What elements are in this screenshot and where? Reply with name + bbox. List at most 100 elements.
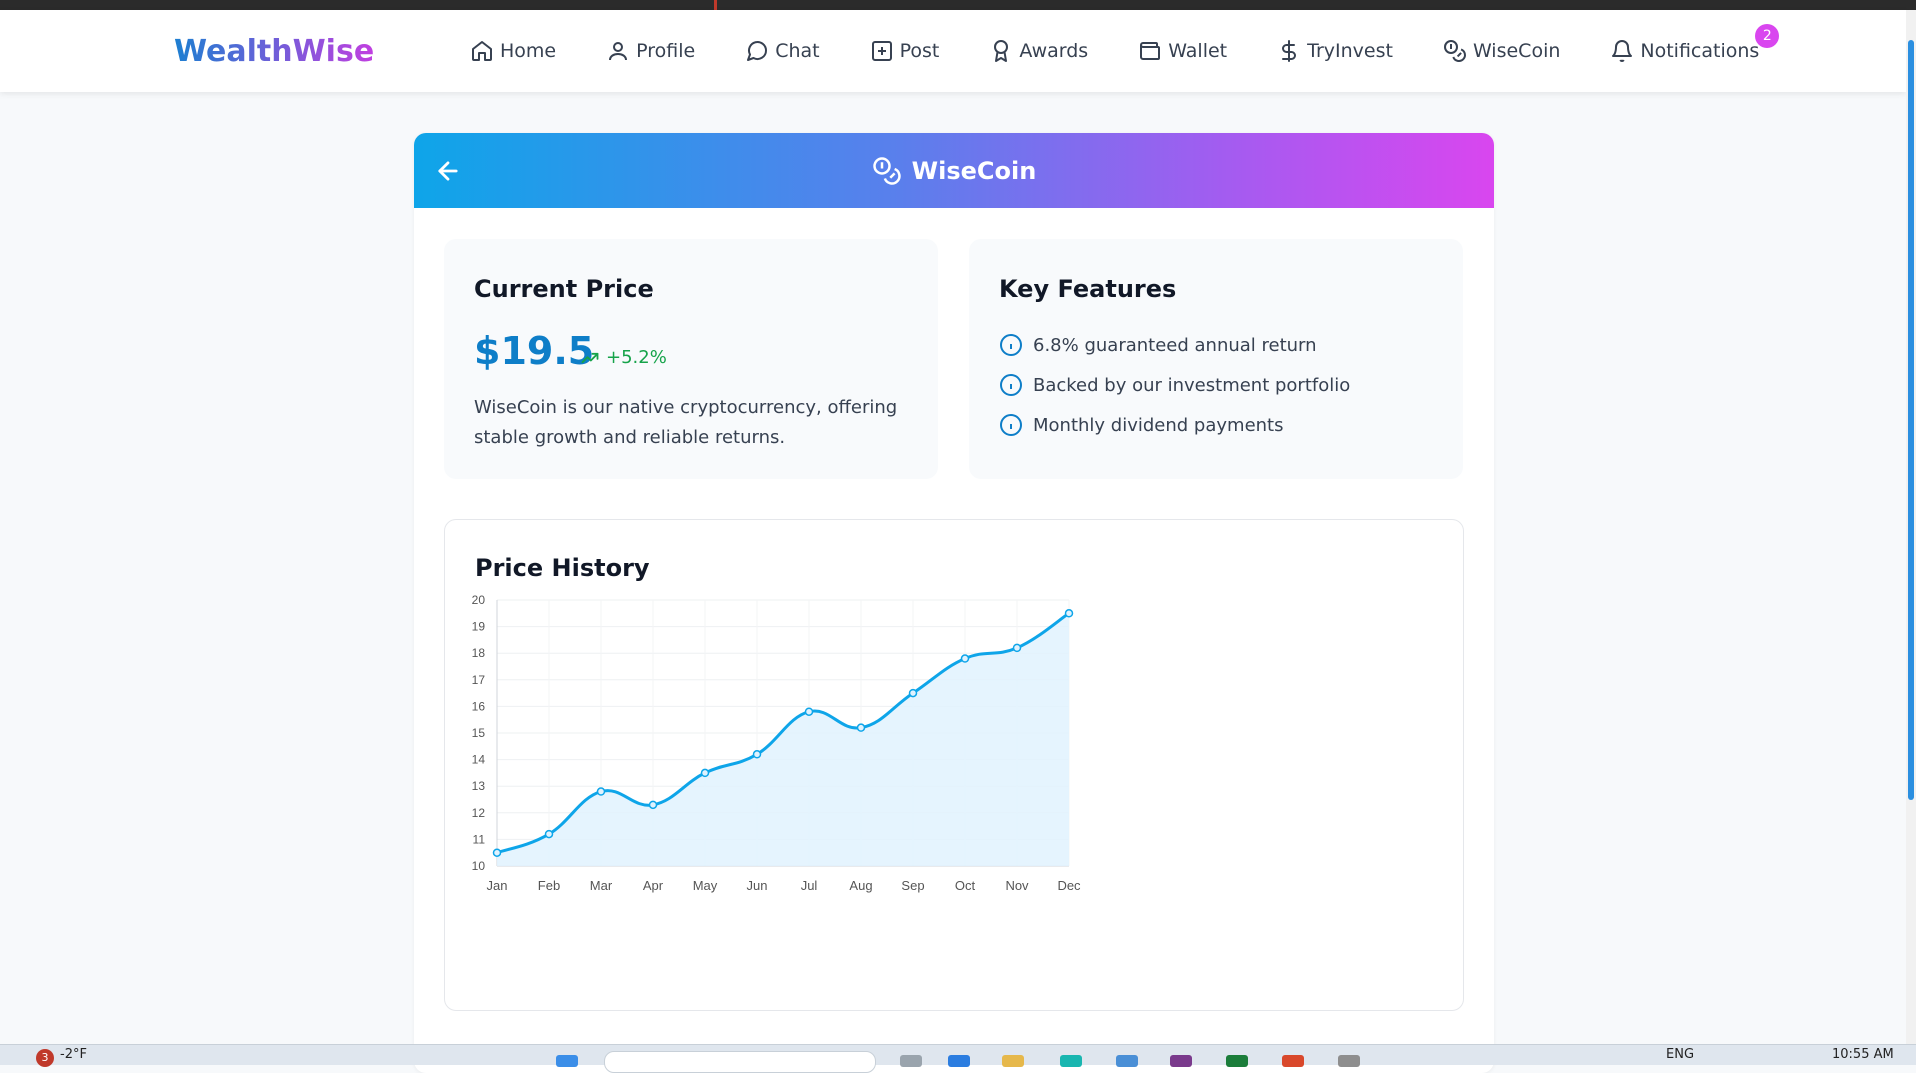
- scrollbar-thumb[interactable]: [1908, 40, 1914, 800]
- y-tick-label: 14: [472, 753, 486, 767]
- excel-icon[interactable]: [1226, 1055, 1248, 1067]
- chat-bubble-icon: [747, 41, 768, 61]
- app-icon[interactable]: [1338, 1055, 1360, 1067]
- feature-text: Backed by our investment portfolio: [1033, 374, 1351, 396]
- nav-chat[interactable]: Chat: [745, 36, 820, 66]
- weather-temperature[interactable]: -2°F: [60, 1047, 87, 1062]
- start-button-icon[interactable]: [556, 1055, 578, 1067]
- chrome-icon[interactable]: [1282, 1055, 1304, 1067]
- price-area-fill: [497, 613, 1069, 866]
- weather-badge[interactable]: 3: [36, 1049, 54, 1067]
- feature-item: 6.8% guaranteed annual return: [999, 325, 1350, 365]
- os-taskbar: 3 -2°F ENG 10:55 AM: [0, 1044, 1916, 1073]
- wisecoin-card: WiseCoin Current Price $19.5 +5.2% WiseC…: [414, 133, 1494, 1073]
- nav-tryinvest-label: TryInvest: [1307, 40, 1393, 62]
- price-data-point: [544, 829, 554, 839]
- taskbar-search[interactable]: [604, 1051, 876, 1073]
- system-clock[interactable]: 10:55 AM: [1832, 1047, 1894, 1062]
- top-navbar: WealthWise Home Profile Chat Post Awards…: [0, 10, 1906, 92]
- nav-profile[interactable]: Profile: [606, 36, 695, 66]
- nav-post[interactable]: Post: [870, 36, 940, 66]
- y-tick-label: 18: [472, 646, 486, 660]
- price-data-point: [1012, 643, 1022, 653]
- price-data-point: [596, 787, 606, 796]
- feature-item: Monthly dividend payments: [999, 405, 1350, 445]
- back-arrow-icon[interactable]: [434, 157, 462, 185]
- wallet-icon: [1140, 42, 1161, 60]
- info-icon: [1000, 334, 1022, 356]
- price-change: +5.2%: [580, 347, 667, 368]
- x-tick-label: Dec: [1057, 878, 1081, 893]
- price-data-point: [960, 654, 970, 663]
- card-header: WiseCoin: [414, 133, 1494, 208]
- nav-items: Home Profile Chat Post Awards Wallet Try…: [470, 24, 1809, 66]
- page-title-text: WiseCoin: [911, 156, 1037, 185]
- price-data-point: [752, 750, 762, 759]
- y-tick-label: 15: [472, 726, 486, 740]
- price-data-point: [908, 688, 918, 698]
- page-title: WiseCoin: [414, 133, 1494, 208]
- nav-notifications[interactable]: Notifications 2: [1610, 24, 1780, 66]
- nav-notifications-label: Notifications: [1640, 40, 1760, 62]
- price-data-point: [700, 768, 710, 778]
- trending-up-icon: [581, 352, 599, 363]
- nav-tryinvest[interactable]: TryInvest: [1277, 36, 1393, 66]
- price-data-point: [492, 848, 502, 857]
- nav-wisecoin-label: WiseCoin: [1472, 40, 1561, 62]
- y-tick-label: 13: [472, 779, 486, 793]
- features-list: 6.8% guaranteed annual return Backed by …: [999, 325, 1350, 445]
- app-icon[interactable]: [1170, 1055, 1192, 1067]
- price-data-point: [856, 723, 866, 732]
- y-tick-label: 12: [472, 806, 486, 820]
- current-price-panel: Current Price $19.5 +5.2% WiseCoin is ou…: [444, 239, 938, 479]
- current-price-value: $19.5: [474, 329, 595, 373]
- info-icon: [1000, 374, 1022, 396]
- x-tick-label: Apr: [643, 878, 664, 893]
- x-tick-label: Aug: [849, 878, 872, 893]
- store-icon[interactable]: [1116, 1055, 1138, 1067]
- coins-icon: [1443, 40, 1466, 62]
- coins-icon: [872, 156, 901, 185]
- nav-wisecoin[interactable]: WiseCoin: [1443, 36, 1560, 66]
- price-data-point: [804, 707, 814, 716]
- y-tick-label: 19: [472, 620, 486, 634]
- x-tick-label: Nov: [1005, 878, 1029, 893]
- price-history-heading: Price History: [475, 554, 650, 582]
- price-data-point: [648, 800, 658, 810]
- x-tick-label: Jul: [801, 878, 818, 893]
- price-history-card: Price History 10 11 12 13 14 15 16 17 18 19 20 Jan F…: [444, 519, 1464, 1011]
- nav-awards-label: Awards: [1019, 40, 1089, 62]
- nav-profile-label: Profile: [636, 40, 696, 62]
- nav-awards[interactable]: Awards: [989, 36, 1088, 66]
- nav-post-label: Post: [899, 40, 940, 62]
- nav-wallet[interactable]: Wallet: [1138, 36, 1227, 66]
- plus-square-icon: [871, 41, 892, 61]
- task-view-icon[interactable]: [900, 1055, 922, 1067]
- y-tick-label: 11: [473, 832, 486, 846]
- award-icon: [994, 40, 1009, 62]
- language-indicator[interactable]: ENG: [1666, 1047, 1695, 1062]
- nav-wallet-label: Wallet: [1168, 40, 1228, 62]
- edge-browser-icon[interactable]: [948, 1055, 970, 1067]
- price-history-chart[interactable]: 10 11 12 13 14 15 16 17 18 19 20 Jan Feb Mar Apr May Jun…: [445, 520, 1463, 1010]
- nav-home-label: Home: [500, 40, 557, 62]
- home-icon: [472, 41, 492, 61]
- feature-item: Backed by our investment portfolio: [999, 365, 1350, 405]
- file-explorer-icon[interactable]: [1002, 1055, 1024, 1067]
- window-top-strip: [0, 0, 1916, 10]
- user-icon: [609, 42, 628, 61]
- wisecoin-description: WiseCoin is our native cryptocurrency, o…: [474, 397, 898, 448]
- nav-home[interactable]: Home: [470, 36, 556, 66]
- key-features-panel: Key Features 6.8% guaranteed annual retu…: [969, 239, 1463, 479]
- feature-text: Monthly dividend payments: [1033, 414, 1284, 436]
- key-features-heading: Key Features: [999, 275, 1177, 303]
- dollar-icon: [1282, 40, 1297, 62]
- x-tick-label: May: [693, 878, 718, 893]
- app-icon[interactable]: [1060, 1055, 1082, 1067]
- current-price-heading: Current Price: [474, 275, 654, 303]
- x-tick-label: Mar: [590, 878, 613, 893]
- x-tick-label: Jun: [747, 878, 768, 893]
- brand-logo[interactable]: WealthWise: [174, 34, 375, 69]
- strip-marker: [714, 0, 717, 10]
- x-tick-label: Sep: [901, 878, 924, 893]
